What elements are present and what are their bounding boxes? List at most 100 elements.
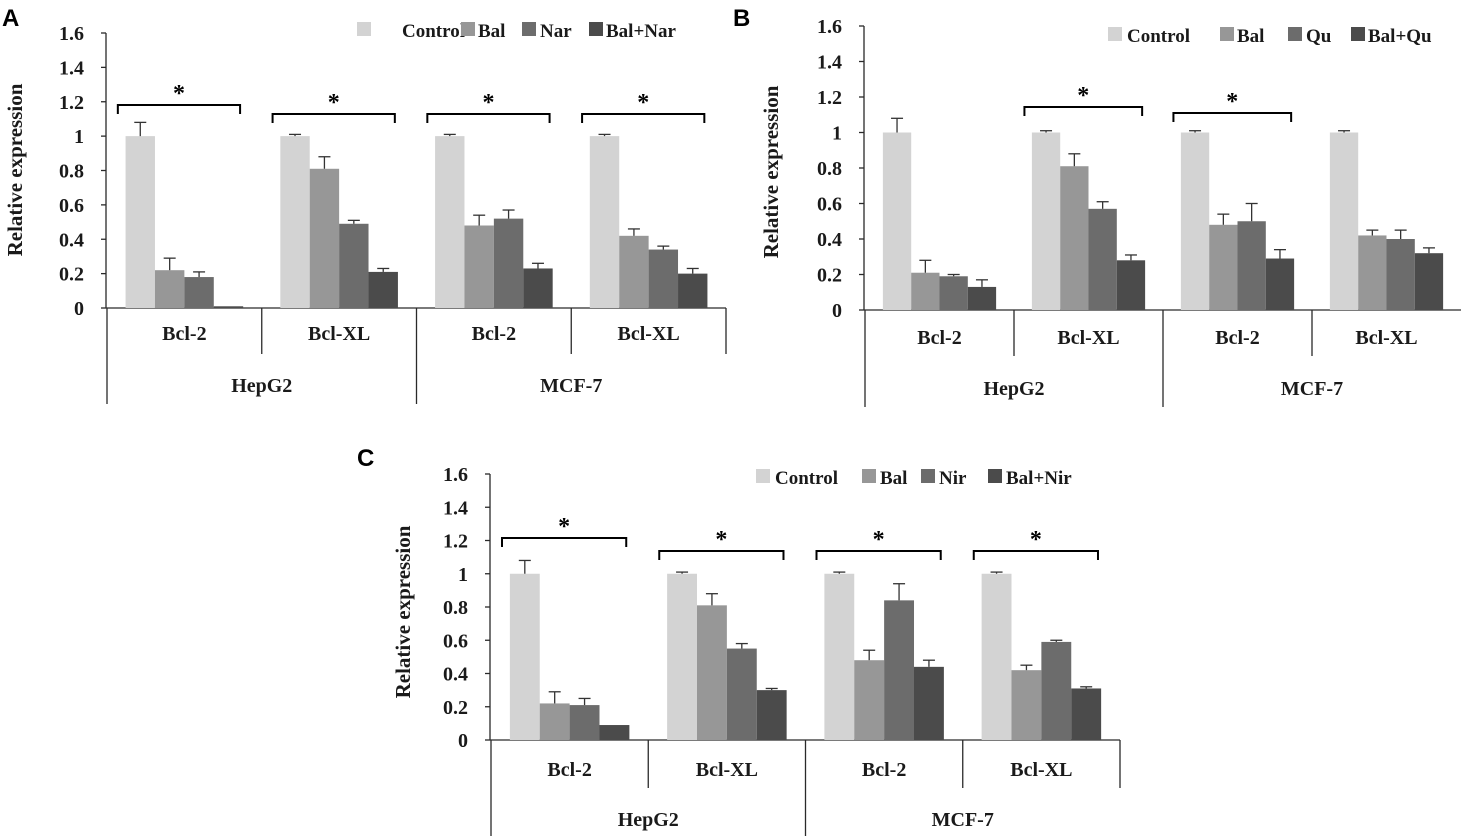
legend-swatch [756, 469, 770, 483]
x-category-label: Bcl-2 [162, 323, 206, 345]
y-axis-title: Relative expression [3, 83, 27, 256]
y-tick-label: 1.4 [817, 52, 842, 74]
bar-qu [1088, 208, 1117, 310]
y-axis-title: Relative expression [759, 85, 783, 258]
bar-control [589, 136, 620, 308]
legend-label: Bal+Qu [1368, 26, 1432, 47]
bar-nir [884, 600, 915, 740]
legend-label: Bal [478, 21, 505, 42]
significance-bracket [972, 550, 1099, 560]
y-tick-label: 0.6 [59, 195, 84, 217]
bar-control [280, 136, 310, 308]
bar-bal-plus-qu [1265, 258, 1295, 310]
significance-bracket [581, 113, 706, 123]
y-tick-label: 1.2 [817, 87, 842, 109]
significance-bracket [1172, 112, 1293, 122]
y-tick-label: 0.8 [59, 161, 84, 183]
y-tick-label: 1.2 [59, 92, 84, 114]
legend-swatch [988, 469, 1002, 483]
y-tick-label: 1 [832, 123, 842, 145]
bar-bal-plus-nar [213, 306, 244, 308]
significance-star: * [1077, 83, 1089, 109]
significance-star: * [637, 90, 649, 116]
significance-star: * [715, 527, 727, 553]
bar-control [435, 136, 465, 308]
significance-bracket [426, 113, 551, 123]
y-tick-label: 0 [74, 298, 84, 320]
bar-nir [726, 648, 757, 740]
bar-bal [1011, 670, 1042, 740]
y-tick-label: 0.8 [443, 597, 468, 619]
x-group-label: HepG2 [983, 378, 1044, 400]
bar-bal-plus-qu [967, 286, 997, 310]
y-tick-label: 0.4 [817, 229, 842, 251]
y-tick-label: 0.4 [443, 664, 468, 686]
x-category-label: Bcl-XL [308, 323, 370, 345]
bar-nar [493, 218, 524, 308]
bar-bal [911, 272, 940, 310]
legend-label: Control [775, 468, 838, 489]
y-tick-label: 1 [458, 564, 468, 586]
bar-control [882, 132, 912, 310]
bar-bal [309, 168, 340, 308]
y-tick-label: 0.4 [59, 229, 84, 251]
bar-nir [569, 705, 600, 740]
x-category-label: Bcl-XL [1057, 327, 1119, 349]
significance-bracket [116, 104, 242, 114]
significance-star: * [873, 527, 885, 553]
bar-bal-plus-nir [756, 690, 787, 740]
legend-label: Bal [1237, 26, 1264, 47]
bar-bal [1209, 224, 1238, 310]
bar-control [1031, 132, 1061, 310]
bar-qu [939, 276, 968, 310]
significance-star: * [1226, 89, 1238, 115]
legend-label: Nir [939, 468, 967, 489]
significance-bracket [1023, 106, 1144, 116]
legend-swatch [461, 22, 475, 36]
x-category-label: Bcl-XL [1355, 327, 1417, 349]
bar-bal [1358, 235, 1387, 310]
bar-control [1180, 132, 1210, 310]
significance-star: * [558, 514, 570, 540]
y-tick-label: 1.6 [817, 16, 842, 38]
bar-bal-plus-nir [914, 666, 944, 740]
bar-nar [648, 249, 679, 308]
significance-star: * [173, 81, 185, 107]
y-tick-label: 0 [458, 730, 468, 752]
legend-swatch [522, 22, 536, 36]
x-category-label: Bcl-XL [618, 323, 680, 345]
y-tick-label: 1.6 [59, 23, 84, 45]
y-tick-label: 0.2 [443, 697, 468, 719]
bar-control [667, 573, 697, 740]
y-axis-title: Relative expression [391, 525, 415, 698]
x-category-label: Bcl-2 [917, 327, 961, 349]
y-tick-label: 1 [74, 126, 84, 148]
significance-bracket [271, 113, 396, 123]
bar-bal [539, 703, 570, 740]
legend-swatch [357, 22, 371, 36]
x-category-label: Bcl-2 [1215, 327, 1259, 349]
legend-swatch [1351, 27, 1365, 41]
legend-label: Qu [1306, 26, 1332, 47]
legend-label: Bal+Nar [606, 21, 676, 42]
bar-bal-plus-nir [599, 725, 630, 740]
panel-label: A [2, 5, 19, 32]
x-group-label: MCF-7 [932, 809, 994, 831]
bar-control [1329, 132, 1359, 310]
bar-nar [339, 223, 369, 308]
significance-star: * [1030, 527, 1042, 553]
bar-nar [184, 277, 214, 308]
x-category-label: Bcl-2 [547, 759, 591, 781]
y-tick-label: 1.4 [443, 497, 468, 519]
panel-b: B Relative expression 0 0.2 0.4 0.6 0.8 1 1.2 1.4… [733, 5, 1461, 407]
bar-bal [1060, 166, 1089, 310]
y-tick-label: 0.6 [443, 630, 468, 652]
y-tick-label: 0 [832, 300, 842, 322]
bar-control [981, 573, 1012, 740]
bar-bal-plus-nar [523, 268, 553, 308]
bar-bal-plus-qu [1414, 253, 1444, 310]
legend-label: Bal+Nir [1006, 468, 1072, 489]
bar-bal-plus-qu [1116, 260, 1146, 310]
bar-bal-plus-nir [1071, 688, 1102, 740]
y-tick-label: 1.6 [443, 464, 468, 486]
